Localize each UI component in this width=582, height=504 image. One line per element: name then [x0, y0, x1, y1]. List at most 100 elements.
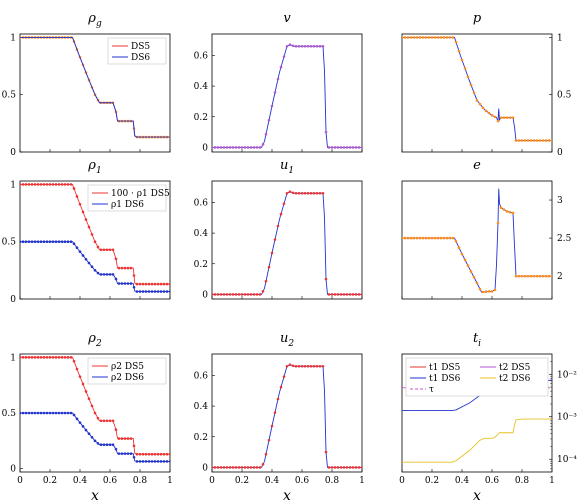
data-point: [240, 466, 244, 469]
data-point: [228, 293, 232, 296]
data-point: [45, 411, 49, 415]
data-point: [135, 460, 139, 463]
data-point: [433, 236, 437, 240]
data-point: [153, 290, 157, 293]
data-point: [312, 191, 316, 195]
data-point: [123, 266, 127, 270]
data-point: [276, 224, 280, 228]
data-point: [354, 146, 358, 149]
data-point: [213, 293, 217, 296]
data-point: [168, 282, 170, 286]
data-point: [529, 274, 533, 278]
y-tick-label: 2: [557, 272, 563, 282]
data-point: [135, 452, 139, 456]
data-point: [96, 442, 100, 445]
data-point: [403, 236, 407, 240]
data-point: [264, 279, 268, 283]
x-tick-label: 0.4: [455, 476, 470, 486]
series-line: [402, 36, 552, 141]
data-point: [291, 364, 295, 368]
data-point: [547, 274, 551, 278]
data-point: [114, 277, 118, 281]
data-point: [418, 236, 422, 240]
x-tick-label: 0.6: [485, 476, 500, 486]
data-point: [57, 183, 61, 186]
legend-label: ρ2 DS6: [111, 373, 144, 383]
data-point: [475, 99, 479, 102]
data-point: [123, 282, 127, 285]
chart-title: ρ1: [87, 158, 101, 176]
data-point: [336, 293, 340, 296]
data-point: [252, 466, 256, 469]
data-point: [63, 356, 67, 359]
data-point: [117, 282, 121, 285]
data-point: [330, 146, 334, 149]
data-point: [96, 416, 100, 420]
data-point: [147, 290, 151, 293]
data-point: [219, 293, 223, 296]
data-point: [231, 293, 235, 296]
data-point: [234, 293, 238, 296]
data-point: [153, 460, 157, 463]
data-point: [466, 264, 470, 267]
legend-label: t1 DS5: [429, 363, 461, 373]
data-point: [276, 397, 280, 401]
data-point: [285, 44, 289, 48]
data-point: [114, 428, 118, 431]
data-point: [45, 240, 49, 244]
x-tick-label: 0: [209, 476, 215, 486]
legend-box: [87, 184, 167, 212]
chart-title-main: t: [473, 331, 479, 346]
legend-label: 100 · ρ1 DS5: [111, 189, 170, 199]
data-point: [105, 273, 109, 276]
data-point: [532, 139, 536, 142]
data-point: [306, 44, 310, 48]
data-point: [69, 356, 73, 359]
chart-title-main: p: [473, 11, 482, 26]
data-point: [72, 242, 76, 246]
data-point: [20, 356, 22, 359]
data-point: [312, 44, 316, 48]
data-point: [484, 290, 488, 293]
data-point: [466, 75, 470, 79]
data-point: [54, 183, 58, 186]
data-point: [36, 183, 40, 186]
data-point: [258, 146, 262, 149]
data-point: [153, 452, 157, 456]
y-tick-label: 1: [10, 180, 16, 190]
data-point: [105, 419, 109, 423]
data-point: [99, 443, 103, 447]
data-point: [282, 375, 286, 378]
data-point: [147, 460, 151, 463]
data-point: [303, 44, 307, 48]
data-point: [150, 290, 154, 293]
data-point: [114, 257, 118, 261]
x-axis-label: x: [91, 488, 99, 504]
data-point: [321, 364, 325, 368]
data-point: [27, 240, 31, 244]
x-tick-label: 1: [167, 476, 173, 486]
data-point: [33, 183, 37, 186]
data-point: [315, 191, 319, 195]
data-point: [24, 411, 28, 415]
chart-title: ρ2: [87, 331, 102, 349]
data-point: [282, 55, 286, 58]
data-point: [508, 210, 512, 214]
data-point: [159, 290, 163, 293]
data-point: [60, 411, 64, 415]
data-point: [111, 248, 115, 252]
data-point: [243, 293, 247, 296]
data-point: [60, 356, 64, 359]
x-tick-label: 1: [549, 476, 555, 486]
data-point: [39, 356, 43, 359]
data-point: [108, 248, 112, 252]
chart-title-main: ρ: [87, 331, 96, 346]
y-tick-label: 0: [10, 465, 16, 475]
data-point: [212, 293, 214, 296]
data-point: [237, 466, 241, 469]
data-point: [168, 452, 170, 456]
data-point: [234, 466, 238, 469]
data-point: [99, 248, 103, 252]
data-point: [541, 274, 545, 278]
data-point: [90, 435, 94, 439]
